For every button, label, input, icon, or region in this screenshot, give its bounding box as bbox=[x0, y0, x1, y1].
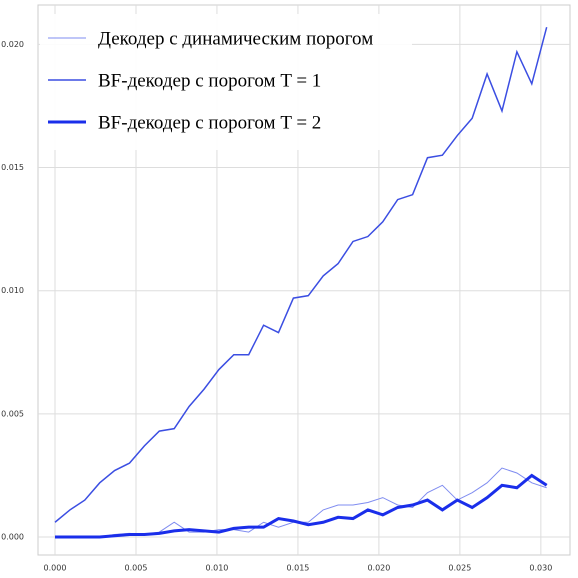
y-tick-label: 0.020 bbox=[1, 40, 24, 49]
series-line bbox=[55, 467, 547, 538]
series-line bbox=[54, 26, 548, 523]
x-tick-label: 0.030 bbox=[529, 564, 552, 573]
y-tick-label: 0.005 bbox=[1, 409, 24, 418]
legend-label: BF-декодер с порогом T = 2 bbox=[98, 112, 321, 133]
series-line bbox=[55, 473, 548, 539]
x-tick-label: 0.020 bbox=[367, 564, 390, 573]
legend-label: BF-декодер с порогом T = 1 bbox=[98, 70, 321, 91]
plot-frame bbox=[37, 4, 571, 556]
x-tick-label: 0.015 bbox=[286, 564, 309, 573]
legend-label: Декодер с динамическим порогом bbox=[98, 28, 373, 49]
x-tick-label: 0.010 bbox=[205, 564, 228, 573]
y-tick-label: 0.015 bbox=[1, 163, 24, 172]
y-tick-label: 0.000 bbox=[1, 533, 24, 542]
y-tick-label: 0.010 bbox=[1, 286, 24, 295]
x-tick-label: 0.025 bbox=[448, 564, 471, 573]
legend-box bbox=[40, 14, 412, 150]
x-tick-label: 0.005 bbox=[125, 564, 148, 573]
x-tick-label: 0.000 bbox=[44, 564, 67, 573]
